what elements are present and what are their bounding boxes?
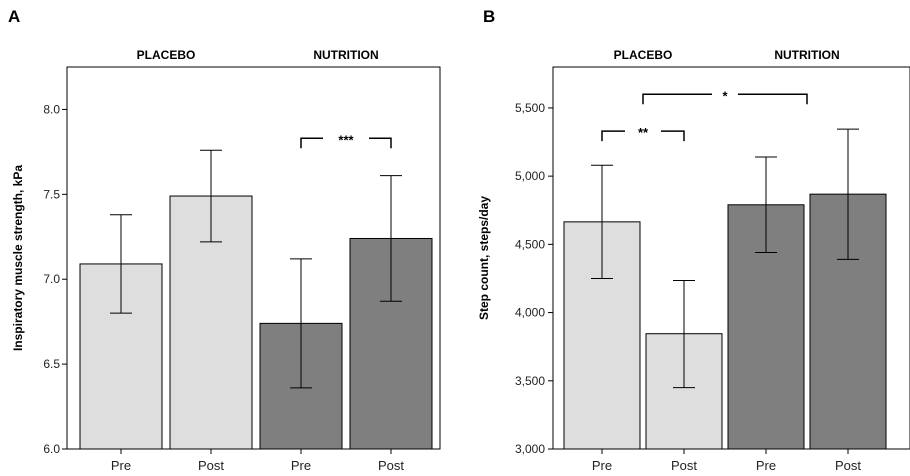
- significance-bracket: [369, 137, 392, 149]
- x-category-label: Pre: [291, 458, 311, 473]
- x-category-label: Pre: [592, 458, 612, 473]
- y-tick-label: 5,000: [515, 169, 545, 183]
- x-category-label: Post: [835, 458, 861, 473]
- group-label: PLACEBO: [614, 48, 673, 62]
- panel-letter: B: [483, 7, 495, 26]
- x-category-label: Post: [671, 458, 697, 473]
- plot-frame: [66, 66, 441, 450]
- significance-bracket: [300, 137, 323, 149]
- significance-label: ***: [338, 132, 354, 147]
- significance-label: *: [722, 88, 728, 103]
- y-axis-title: Inspiratory muscle strength, kPa: [11, 165, 25, 351]
- chart-panel-a: A PLACEBO NUTRITION 6.0 6.5 7.0 7.5 8.0 Inspirat…: [8, 7, 441, 473]
- group-label: NUTRITION: [774, 48, 839, 62]
- group-label: NUTRITION: [313, 48, 378, 62]
- y-tick-label: 3,000: [515, 442, 545, 456]
- significance-bracket: [601, 130, 625, 142]
- chart-panel-b: B PLACEBO NUTRITION 3,000 3,500 4,000 4,500 5,0…: [477, 7, 910, 473]
- x-category-label: Post: [198, 458, 224, 473]
- y-tick-label: 6.5: [43, 357, 60, 371]
- x-category-label: Post: [378, 458, 404, 473]
- y-tick-label: 4,000: [515, 306, 545, 320]
- x-category-label: Pre: [111, 458, 131, 473]
- panel-letter: A: [8, 7, 20, 26]
- y-tick-label: 5,500: [515, 101, 545, 115]
- significance-bracket: [661, 130, 685, 142]
- y-tick-label: 8.0: [43, 102, 60, 116]
- y-tick-label: 3,500: [515, 374, 545, 388]
- y-tick-label: 7.5: [43, 187, 60, 201]
- y-tick-label: 6.0: [43, 442, 60, 456]
- x-category-label: Pre: [756, 458, 776, 473]
- significance-bracket: [738, 93, 808, 105]
- significance-label: **: [638, 125, 649, 140]
- y-axis-title: Step count, steps/day: [477, 196, 491, 320]
- group-label: PLACEBO: [137, 48, 196, 62]
- significance-bracket: [642, 93, 712, 105]
- y-tick-label: 7.0: [43, 272, 60, 286]
- y-tick-label: 4,500: [515, 237, 545, 251]
